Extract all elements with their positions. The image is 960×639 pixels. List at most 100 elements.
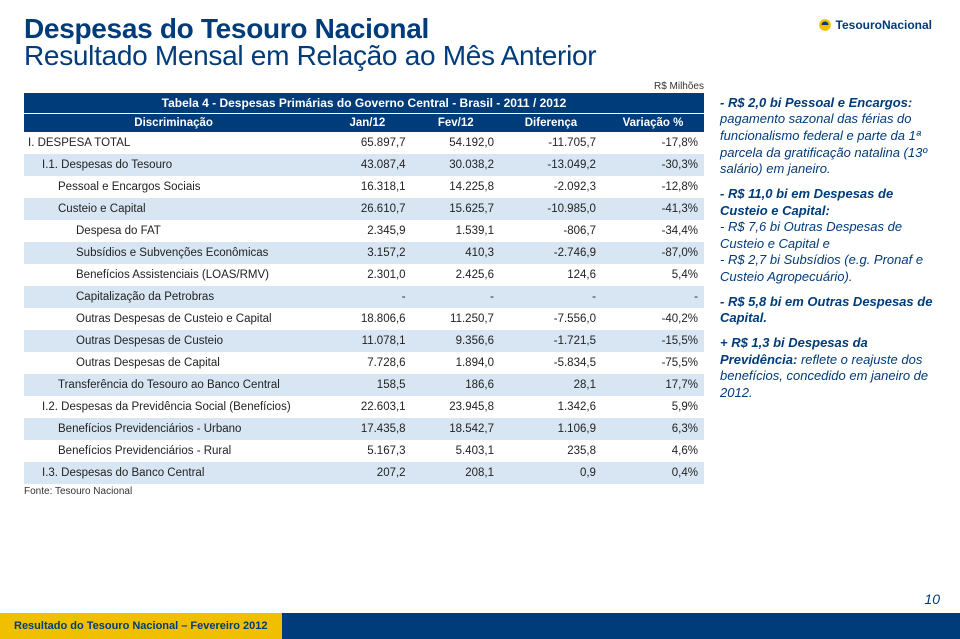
row-label: Custeio e Capital <box>24 198 323 220</box>
row-label: Subsídios e Subvenções Econômicas <box>24 242 323 264</box>
table-row: I.2. Despesas da Previdência Social (Ben… <box>24 396 704 418</box>
row-value: - <box>323 286 411 308</box>
row-value: 0,4% <box>602 462 704 484</box>
table-row: Outras Despesas de Capital7.728,61.894,0… <box>24 352 704 374</box>
row-value: 410,3 <box>412 242 500 264</box>
row-value: 1.539,1 <box>412 220 500 242</box>
table-row: I. DESPESA TOTAL65.897,754.192,0-11.705,… <box>24 132 704 154</box>
row-value: 2.345,9 <box>323 220 411 242</box>
row-value: -34,4% <box>602 220 704 242</box>
row-value: 5,9% <box>602 396 704 418</box>
commentary-p2-line-b: - R$ 7,6 bi Outras Despesas de Custeio e… <box>720 219 902 251</box>
table-caption: Tabela 4 - Despesas Primárias do Governo… <box>24 93 704 113</box>
table-row: Benefícios Assistenciais (LOAS/RMV)2.301… <box>24 264 704 286</box>
commentary-p4: + R$ 1,3 bi Despesas da Previdência: ref… <box>720 335 936 402</box>
row-label: Capitalização da Petrobras <box>24 286 323 308</box>
row-value: -11.705,7 <box>500 132 602 154</box>
unit-label: R$ Milhões <box>24 81 704 92</box>
commentary-panel: - R$ 2,0 bi Pessoal e Encargos: pagament… <box>720 81 936 639</box>
row-value: -30,3% <box>602 154 704 176</box>
row-value: 30.038,2 <box>412 154 500 176</box>
table-row: Pessoal e Encargos Sociais16.318,114.225… <box>24 176 704 198</box>
row-value: -15,5% <box>602 330 704 352</box>
brand-logo: TesouroNacional <box>818 18 932 32</box>
row-value: 54.192,0 <box>412 132 500 154</box>
row-value: 22.603,1 <box>323 396 411 418</box>
row-label: I.1. Despesas do Tesouro <box>24 154 323 176</box>
row-value: - <box>602 286 704 308</box>
row-label: Pessoal e Encargos Sociais <box>24 176 323 198</box>
row-value: 14.225,8 <box>412 176 500 198</box>
expense-table: DiscriminaçãoJan/12Fev/12DiferençaVariaç… <box>24 113 704 484</box>
row-value: -13.049,2 <box>500 154 602 176</box>
row-label: Transferência do Tesouro ao Banco Centra… <box>24 374 323 396</box>
row-value: -806,7 <box>500 220 602 242</box>
row-value: -5.834,5 <box>500 352 602 374</box>
footer-bar: Resultado do Tesouro Nacional – Fevereir… <box>0 613 960 639</box>
table-row: Benefícios Previdenciários - Rural5.167,… <box>24 440 704 462</box>
table-row: Subsídios e Subvenções Econômicas3.157,2… <box>24 242 704 264</box>
commentary-p1-rest: pagamento sazonal das férias do funciona… <box>720 111 927 176</box>
row-value: 17.435,8 <box>323 418 411 440</box>
table-row: Despesa do FAT2.345,91.539,1-806,7-34,4% <box>24 220 704 242</box>
row-value: -17,8% <box>602 132 704 154</box>
row-label: I.2. Despesas da Previdência Social (Ben… <box>24 396 323 418</box>
row-value: -41,3% <box>602 198 704 220</box>
table-header-cell: Diferença <box>500 113 602 132</box>
row-value: 5,4% <box>602 264 704 286</box>
row-value: 43.087,4 <box>323 154 411 176</box>
row-label: I. DESPESA TOTAL <box>24 132 323 154</box>
row-value: 2.425,6 <box>412 264 500 286</box>
row-value: 23.945,8 <box>412 396 500 418</box>
row-value: 0,9 <box>500 462 602 484</box>
brand-text: TesouroNacional <box>836 18 932 32</box>
row-value: 1.342,6 <box>500 396 602 418</box>
row-value: - <box>412 286 500 308</box>
row-label: Despesa do FAT <box>24 220 323 242</box>
row-value: 18.542,7 <box>412 418 500 440</box>
row-value: 6,3% <box>602 418 704 440</box>
row-value: 26.610,7 <box>323 198 411 220</box>
row-value: 65.897,7 <box>323 132 411 154</box>
row-value: 1.106,9 <box>500 418 602 440</box>
row-label: Benefícios Assistenciais (LOAS/RMV) <box>24 264 323 286</box>
row-label: Outras Despesas de Capital <box>24 352 323 374</box>
row-value: 235,8 <box>500 440 602 462</box>
page-title-sub: Resultado Mensal em Relação ao Mês Anter… <box>24 41 936 70</box>
table-header-cell: Fev/12 <box>412 113 500 132</box>
row-value: -2.746,9 <box>500 242 602 264</box>
row-value: 16.318,1 <box>323 176 411 198</box>
row-value: -1.721,5 <box>500 330 602 352</box>
row-value: 1.894,0 <box>412 352 500 374</box>
row-value: 11.250,7 <box>412 308 500 330</box>
table-row: Benefícios Previdenciários - Urbano17.43… <box>24 418 704 440</box>
row-value: 158,5 <box>323 374 411 396</box>
commentary-p1-lead: - R$ 2,0 bi Pessoal e Encargos: <box>720 95 912 110</box>
table-row: Outras Despesas de Custeio e Capital18.8… <box>24 308 704 330</box>
row-value: 5.403,1 <box>412 440 500 462</box>
row-value: 208,1 <box>412 462 500 484</box>
commentary-p2-line-c: - R$ 2,7 bi Subsídios <box>720 252 841 267</box>
row-value: 11.078,1 <box>323 330 411 352</box>
row-value: 9.356,6 <box>412 330 500 352</box>
row-value: -7.556,0 <box>500 308 602 330</box>
expense-table-region: R$ Milhões Tabela 4 - Despesas Primárias… <box>24 81 704 639</box>
row-value: 5.167,3 <box>323 440 411 462</box>
row-label: Benefícios Previdenciários - Rural <box>24 440 323 462</box>
row-label: Benefícios Previdenciários - Urbano <box>24 418 323 440</box>
commentary-p1: - R$ 2,0 bi Pessoal e Encargos: pagament… <box>720 95 936 178</box>
table-row: I.1. Despesas do Tesouro43.087,430.038,2… <box>24 154 704 176</box>
row-value: 18.806,6 <box>323 308 411 330</box>
row-value: -87,0% <box>602 242 704 264</box>
row-value: 15.625,7 <box>412 198 500 220</box>
row-value: - <box>500 286 602 308</box>
row-label: Outras Despesas de Custeio <box>24 330 323 352</box>
row-value: 207,2 <box>323 462 411 484</box>
treasury-icon <box>818 18 832 32</box>
commentary-p3: - R$ 5,8 bi em Outras Despesas de Capita… <box>720 294 936 327</box>
table-header-cell: Variação % <box>602 113 704 132</box>
row-value: 3.157,2 <box>323 242 411 264</box>
row-value: -10.985,0 <box>500 198 602 220</box>
row-value: -40,2% <box>602 308 704 330</box>
table-row: Transferência do Tesouro ao Banco Centra… <box>24 374 704 396</box>
